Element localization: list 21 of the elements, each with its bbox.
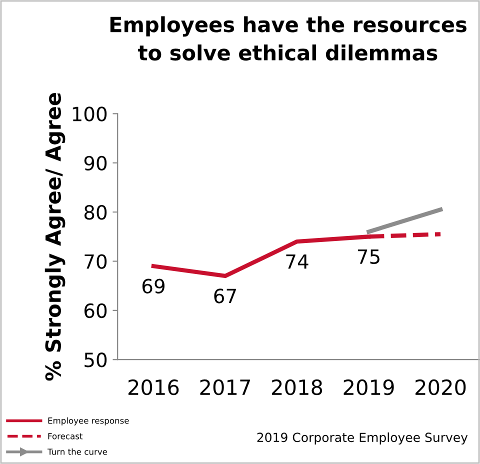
data-label: 67 [214,288,236,304]
data-label: 74 [286,254,308,269]
y-tick-label: 100 [72,106,107,122]
x-tick-label: 2017 [200,379,250,396]
legend-label: Employee response [48,417,129,426]
y-tick-label: 90 [84,156,107,171]
x-tick-label: 2019 [344,379,394,396]
y-tick-label: 50 [84,352,107,368]
y-tick-label: 70 [84,254,107,269]
x-tick-label: 2020 [416,379,466,396]
y-tick-label: 60 [84,303,107,318]
x-tick-label: 2018 [272,379,322,396]
x-tick-label: 2016 [128,379,179,396]
y-axis-title: % Strongly Agree/ Agree [44,92,66,381]
chart-title: Employees have the resources to solve ethical dilemmas [110,16,466,61]
legend-label: Forecast [48,433,83,440]
y-tick-label: 80 [84,205,107,220]
data-label: 69 [142,278,164,294]
legend-label: Turn the curve [47,448,108,455]
text: 2019 Corporate Employee Survey [257,432,468,445]
data-label: 75 [358,250,380,264]
